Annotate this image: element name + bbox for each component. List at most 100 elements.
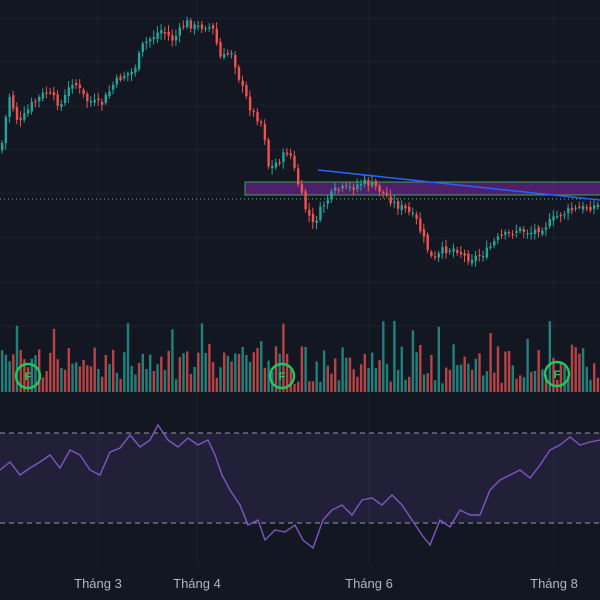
volume-bar-22 xyxy=(82,359,85,392)
candle-body-98 xyxy=(363,179,366,184)
candle-body-111 xyxy=(411,212,415,214)
volume-bar-135 xyxy=(500,382,503,392)
flag-marker-circle-2[interactable] xyxy=(543,360,571,388)
volume-bar-133 xyxy=(493,372,496,392)
volume-bar-32 xyxy=(119,378,122,392)
candle-body-123 xyxy=(456,250,459,253)
volume-bar-129 xyxy=(478,353,481,392)
candle-body-129 xyxy=(478,254,481,257)
candle-body-108 xyxy=(400,205,403,211)
candle-body-36 xyxy=(134,67,137,73)
volume-bar-158 xyxy=(585,366,588,392)
candle-body-49 xyxy=(182,25,185,28)
volume-bar-80 xyxy=(297,381,300,392)
volume-bar-123 xyxy=(456,365,459,392)
flag-marker-2[interactable]: F xyxy=(543,360,571,388)
candle-body-116 xyxy=(430,251,433,256)
candle-body-31 xyxy=(115,77,119,85)
volume-bar-118 xyxy=(437,326,440,392)
volume-bar-20 xyxy=(75,362,78,392)
volume-bar-144 xyxy=(533,370,537,392)
candle-body-8 xyxy=(30,101,33,112)
volume-bar-40 xyxy=(149,354,152,392)
x-label-thang-8: Tháng 8 xyxy=(530,576,578,591)
candle-body-117 xyxy=(433,256,437,258)
x-label-thang-4: Tháng 4 xyxy=(173,576,221,591)
volume-bar-119 xyxy=(441,383,444,392)
candle-body-76 xyxy=(282,152,285,163)
rsi-band xyxy=(0,433,600,523)
volume-bar-122 xyxy=(452,344,455,392)
candle-body-54 xyxy=(200,24,204,29)
candle-body-70 xyxy=(260,121,263,124)
candle-body-9 xyxy=(34,101,37,103)
flag-marker-label-2: F xyxy=(554,369,561,381)
candle-body-122 xyxy=(452,248,455,252)
volume-bar-58 xyxy=(215,377,218,392)
candle-body-82 xyxy=(304,191,307,210)
candle-body-34 xyxy=(126,73,130,76)
flag-marker-1[interactable]: F xyxy=(268,362,296,390)
volume-bar-142 xyxy=(526,338,529,392)
volume-bar-126 xyxy=(467,363,470,392)
flag-marker-circle-1[interactable] xyxy=(268,362,296,390)
volume-bar-62 xyxy=(230,361,233,392)
candle-body-85 xyxy=(315,220,318,223)
candle-body-27 xyxy=(100,101,104,105)
volume-bar-67 xyxy=(248,362,252,392)
volume-bar-4 xyxy=(15,325,19,392)
candle-body-24 xyxy=(89,101,93,103)
candle-body-33 xyxy=(123,75,126,79)
volume-bar-35 xyxy=(130,365,133,392)
candle-body-79 xyxy=(293,155,296,168)
volume-bar-125 xyxy=(463,356,466,392)
x-label-thang-6: Tháng 6 xyxy=(345,576,393,591)
candle-body-53 xyxy=(197,25,200,28)
candle-body-89 xyxy=(330,191,333,200)
volume-bar-160 xyxy=(593,363,596,392)
candle-body-88 xyxy=(326,200,329,204)
candle-body-133 xyxy=(493,241,496,246)
candle-body-100 xyxy=(371,181,374,186)
volume-bar-49 xyxy=(182,353,185,392)
rsi-pane xyxy=(0,423,600,550)
candle-body-2 xyxy=(8,96,11,117)
candle-body-58 xyxy=(215,28,218,44)
candle-body-39 xyxy=(145,41,148,44)
candle-body-47 xyxy=(174,36,178,41)
volume-bar-124 xyxy=(459,364,463,392)
volume-bar-55 xyxy=(204,352,207,392)
volume-bar-30 xyxy=(112,349,115,392)
candle-body-150 xyxy=(556,216,559,218)
candle-body-4 xyxy=(15,107,19,120)
volume-bar-68 xyxy=(252,352,255,392)
candle-body-106 xyxy=(393,201,396,203)
flag-marker-circle-0[interactable] xyxy=(14,362,42,390)
volume-bar-117 xyxy=(433,380,437,392)
volume-bar-37 xyxy=(137,363,141,392)
candle-body-60 xyxy=(223,54,226,58)
volume-bar-56 xyxy=(208,343,211,392)
candle-body-68 xyxy=(252,110,255,113)
candle-body-139 xyxy=(515,231,518,234)
candle-body-132 xyxy=(489,246,492,248)
candle-body-32 xyxy=(119,76,122,80)
volume-bar-21 xyxy=(78,366,82,392)
volume-bar-61 xyxy=(226,355,230,392)
flag-marker-0[interactable]: F xyxy=(14,362,42,390)
candle-body-126 xyxy=(467,253,470,262)
candle-body-91 xyxy=(337,189,341,191)
volume-bar-151 xyxy=(559,362,563,392)
candle-body-160 xyxy=(593,205,596,209)
volume-bar-5 xyxy=(19,350,22,392)
volume-bar-147 xyxy=(544,374,548,392)
candle-body-101 xyxy=(374,180,378,187)
candle-body-42 xyxy=(156,32,159,40)
volume-bar-110 xyxy=(408,376,411,392)
candle-body-115 xyxy=(426,234,429,250)
volume-bar-46 xyxy=(171,329,174,392)
volume-bar-105 xyxy=(389,381,392,392)
